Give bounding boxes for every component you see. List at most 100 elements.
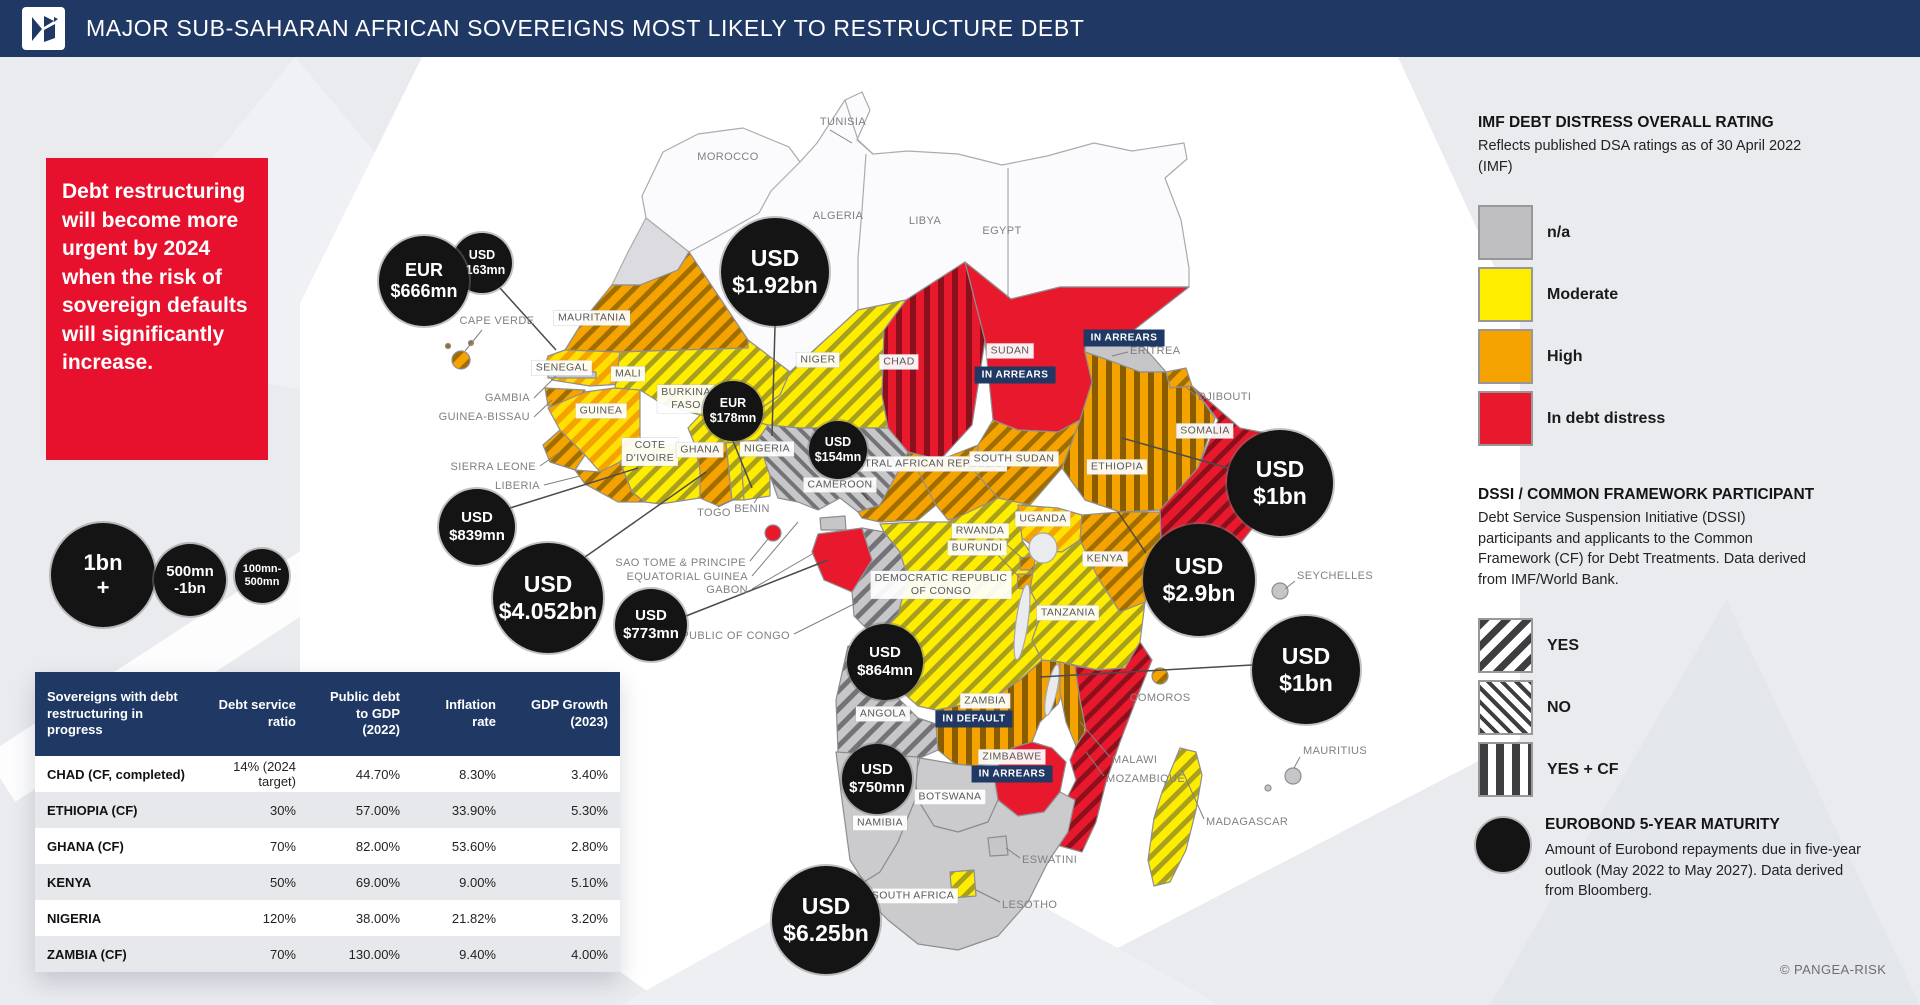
table-cell-value: 50% (269, 874, 296, 890)
table-header-col: Public debt to GDP (2022) (329, 688, 400, 738)
rating-legend-item: In debt distress (1478, 391, 1665, 446)
sovereign-debt-table: Sovereigns with debt restructuring in pr… (35, 672, 620, 972)
lake-tanganyika (1013, 583, 1031, 661)
leader-line (732, 440, 753, 489)
header-bar: MAJOR SUB-SAHARAN AFRICAN SOVEREIGNS MOS… (0, 0, 1920, 57)
size-legend-100mn-500mn: 100mn- 500mn (235, 549, 289, 603)
leader-line (996, 535, 1025, 561)
country-eswatini (987, 835, 1009, 857)
leader-line (829, 129, 853, 144)
leader-line (1005, 847, 1021, 859)
leader-line (749, 538, 769, 562)
leader-line (1181, 769, 1205, 820)
dssi-pattern-swatch (1478, 618, 1533, 673)
leader-line (751, 552, 815, 590)
leader-line (539, 451, 561, 467)
country-mauritius (1284, 767, 1302, 785)
table-cell-value: 14% (2024 target) (233, 759, 296, 789)
dssi-legend-item: NO (1478, 680, 1619, 735)
dssi-label: YES (1547, 636, 1580, 654)
size-legend-label: + (96, 575, 110, 600)
table-cell-value: 57.00% (355, 802, 400, 818)
leader-line (584, 471, 707, 558)
rating-legend-item: High (1478, 329, 1665, 384)
rating-legend-title: IMF DEBT DISTRESS OVERALL RATING (1478, 114, 1774, 131)
leader-line (1293, 756, 1301, 769)
table-cell-value: 2.80% (571, 838, 608, 854)
table-header-country: Sovereigns with debt restructuring in pr… (47, 688, 178, 738)
leader-line (1185, 386, 1197, 397)
dssi-legend-item: YES + CF (1478, 742, 1619, 797)
leader-line (464, 329, 483, 352)
dssi-legend-subtitle: Debt Service Suspension Initiative (DSSI… (1478, 510, 1806, 588)
rating-legend-items: n/a Moderate High In debt distress (1478, 205, 1665, 453)
table-row: KENYA 50% 69.00% 9.00% 5.10% (35, 864, 620, 900)
table-cell-value: 70% (269, 838, 296, 854)
lake-malawi (1044, 663, 1060, 717)
leader-line (1039, 664, 1253, 678)
rating-label: n/a (1547, 223, 1571, 241)
leader-line (533, 375, 557, 399)
table-cell-value: 5.30% (571, 802, 608, 818)
dssi-legend-title: DSSI / COMMON FRAMEWORK PARTICIPANT (1478, 486, 1815, 503)
dssi-label: YES + CF (1547, 760, 1619, 778)
page-title: MAJOR SUB-SAHARAN AFRICAN SOVEREIGNS MOS… (86, 15, 1085, 41)
table-cell-value: 33.90% (451, 802, 496, 818)
dssi-pattern-swatch (1478, 680, 1533, 735)
table-cell-country: KENYA (47, 874, 92, 890)
north-africa-internal-borders (688, 99, 1009, 310)
leader-line (1284, 580, 1296, 590)
leader-line (753, 493, 761, 504)
table-row: ZAMBIA (CF) 70% 130.00% 9.40% 4.00% (35, 936, 620, 972)
leader-line (994, 551, 1023, 581)
size-legend-500mn-1bn: 500mn -1bn (154, 544, 226, 616)
table-header-col: Inflation rate (445, 697, 496, 729)
country-reunion (1264, 784, 1272, 792)
rating-legend-subtitle: Reflects published DSA ratings as of 30 … (1478, 138, 1802, 175)
table-cell-country: ZAMBIA (CF) (47, 946, 127, 962)
lake-victoria (1028, 532, 1058, 564)
table-cell-country: CHAD (CF, completed) (47, 766, 185, 782)
rating-label: High (1547, 347, 1583, 365)
country-drc (875, 497, 1043, 711)
table-row: GHANA (CF) 70% 82.00% 53.60% 2.80% (35, 828, 620, 864)
table-cell-value: 69.00% (355, 874, 400, 890)
table-cell-value: 9.00% (459, 874, 496, 890)
table-row: NIGERIA 120% 38.00% 21.82% 3.20% (35, 900, 620, 936)
country-cape-verde (451, 350, 471, 370)
table-cell-value: 130.00% (348, 946, 400, 962)
table-cell-value: 3.20% (571, 910, 608, 926)
leader-line (1121, 437, 1229, 469)
leader-line (975, 889, 1001, 903)
dssi-label: NO (1547, 698, 1571, 716)
table-cell-value: 9.40% (459, 946, 496, 962)
dssi-legend-items: YES NO YES + CF (1478, 618, 1619, 804)
leader-line (1079, 721, 1111, 758)
leader-line (771, 325, 776, 437)
table-cell-value: 120% (262, 910, 296, 926)
leader-line (1111, 351, 1129, 357)
size-legend-label: 500mn (244, 576, 280, 588)
rating-color-swatch (1478, 267, 1533, 322)
dssi-pattern-swatch (1478, 742, 1533, 797)
table-cell-value: 5.10% (571, 874, 608, 890)
country-seychelles (1271, 582, 1289, 600)
leader-line (793, 601, 859, 635)
table-header-col: Debt service ratio (218, 697, 296, 729)
size-legend-label: 500mn (166, 562, 214, 580)
size-legend-label: 1bn (83, 549, 123, 575)
pangea-risk-logo-icon (22, 7, 65, 50)
eurobond-legend-text: Amount of Eurobond repayments due in fiv… (1545, 842, 1861, 900)
country-cape-verde-islet (444, 342, 452, 350)
table-cell-value: 38.00% (355, 910, 400, 926)
table-cell-value: 21.82% (451, 910, 496, 926)
key-message-callout: Debt restructuring will become more urge… (46, 158, 268, 460)
table-cell-country: NIGERIA (47, 910, 102, 926)
leader-line (717, 498, 736, 508)
country-comoros (1151, 667, 1169, 685)
leader-line (1117, 511, 1147, 554)
leader-lines (464, 129, 1301, 903)
eurobond-legend-circle-icon (1476, 818, 1530, 872)
table-row: CHAD (CF, completed) 14% (2024 target) 44.… (35, 756, 620, 792)
